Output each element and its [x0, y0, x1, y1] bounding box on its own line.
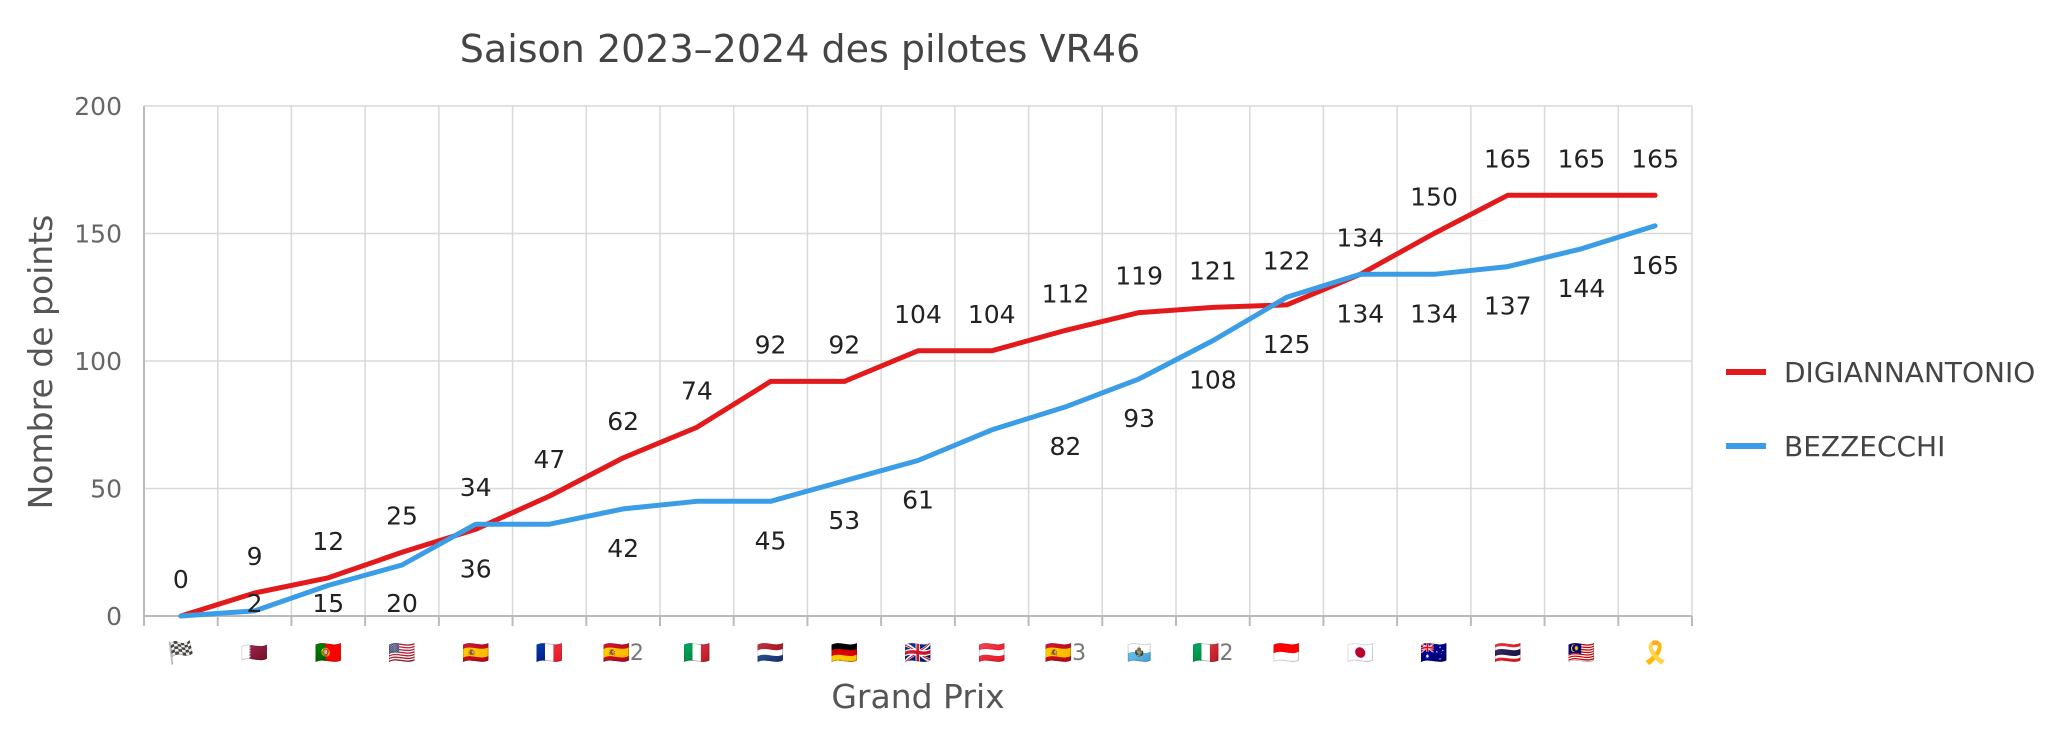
data-label-bezzecchi: 134: [1336, 299, 1384, 328]
y-tick-label: 0: [106, 602, 122, 631]
data-label-bezzecchi: 134: [1410, 299, 1458, 328]
data-label-digiannantonio: 125: [1263, 330, 1311, 359]
x-tick-label: 🇸🇲: [1125, 640, 1152, 666]
x-tick-label: 🇪🇸2: [602, 641, 643, 666]
data-label-bezzecchi: 165: [1631, 251, 1679, 280]
y-tick-label: 150: [74, 220, 122, 249]
data-label-digiannantonio: 165: [1484, 144, 1532, 173]
data-label-bezzecchi: 93: [1123, 404, 1155, 433]
data-label-digiannantonio: 92: [828, 330, 860, 359]
data-label-digiannantonio: 12: [312, 527, 344, 556]
data-label-bezzecchi: 53: [828, 506, 860, 535]
data-label-digiannantonio: 92: [755, 330, 787, 359]
x-tick-label: 🇩🇪: [831, 641, 858, 666]
data-label-bezzecchi: 137: [1484, 292, 1532, 321]
x-tick-label: 🏁: [167, 640, 194, 666]
x-tick-label: 🇮🇹: [683, 641, 710, 666]
series-line-digiannantonio: [178, 192, 1658, 619]
data-label-bezzecchi: 144: [1558, 274, 1606, 303]
data-label-digiannantonio: 121: [1189, 256, 1237, 285]
data-label-bezzecchi: 82: [1050, 432, 1082, 461]
data-label-bezzecchi: 34: [460, 473, 492, 502]
y-tick-label: 200: [74, 92, 122, 121]
x-tick-label: 🇦🇺: [1420, 640, 1447, 666]
data-label-bezzecchi: 45: [755, 526, 787, 555]
y-axis-title: Nombre de points: [21, 215, 60, 510]
data-label-digiannantonio: 104: [894, 300, 942, 329]
x-tick-label: 🇶🇦: [241, 641, 268, 666]
x-axis-title: Grand Prix: [831, 677, 1004, 716]
series-layer: [178, 192, 1658, 619]
data-label-bezzecchi: 108: [1189, 366, 1237, 395]
data-label-digiannantonio: 112: [1042, 279, 1090, 308]
data-label-bezzecchi: 2: [247, 589, 263, 618]
x-tick-label: 🇯🇵: [1347, 641, 1374, 666]
y-tick-label: 50: [90, 475, 122, 504]
grid-layer: [143, 105, 1693, 617]
x-tick-label: 🇳🇱: [757, 641, 784, 666]
data-label-digiannantonio: 119: [1115, 262, 1163, 291]
data-label-digiannantonio: 62: [607, 407, 639, 436]
data-label-digiannantonio: 47: [534, 445, 566, 474]
series-line-bezzecchi: [178, 223, 1658, 619]
data-label-digiannantonio: 74: [681, 376, 713, 405]
data-label-digiannantonio: 36: [460, 554, 492, 583]
x-tick-label: 🇪🇸: [462, 641, 489, 666]
y-tick-label: 100: [74, 347, 122, 376]
x-tick-label: 🇦🇹: [978, 641, 1005, 666]
data-label-digiannantonio: 150: [1410, 183, 1458, 212]
legend-label-digiannantonio: DIGIANNANTONIO: [1784, 356, 2035, 389]
data-label-bezzecchi: 15: [312, 589, 344, 618]
chart-title: Saison 2023–2024 des pilotes VR46: [460, 27, 1140, 71]
x-tick-label: 🇹🇭: [1494, 641, 1521, 666]
data-label-bezzecchi: 20: [386, 589, 418, 618]
data-label-bezzecchi: 42: [607, 534, 639, 563]
data-label-bezzecchi: 122: [1263, 246, 1311, 275]
data-label-digiannantonio: 25: [386, 501, 418, 530]
x-tick-label: 🇵🇹: [315, 641, 342, 666]
x-tick-label: 🇪🇸3: [1045, 641, 1086, 666]
x-tick-label: 🇮🇩: [1273, 641, 1300, 666]
x-tick-label: 🇺🇸: [388, 641, 415, 666]
data-label-digiannantonio: 165: [1558, 144, 1606, 173]
x-tick-label: 🇬🇧: [904, 641, 931, 666]
x-tick-label: 🇫🇷: [536, 641, 563, 666]
data-label-digiannantonio: 0: [173, 565, 189, 594]
legend-label-bezzecchi: BEZZECCHI: [1784, 430, 1945, 463]
data-label-layer: 0921215252034364762427492459253104611041…: [173, 144, 1679, 618]
x-tick-label: 🇮🇹2: [1192, 641, 1233, 666]
data-label-bezzecchi: 61: [902, 485, 934, 514]
x-tick-label: 🎗️: [1641, 640, 1668, 666]
x-tick-label: 🇲🇾: [1568, 641, 1595, 666]
legend: DIGIANNANTONIO BEZZECCHI: [1726, 356, 2035, 463]
data-label-digiannantonio: 134: [1336, 223, 1384, 252]
data-label-digiannantonio: 165: [1631, 144, 1679, 173]
data-label-digiannantonio: 104: [968, 300, 1016, 329]
data-label-digiannantonio: 9: [247, 542, 263, 571]
